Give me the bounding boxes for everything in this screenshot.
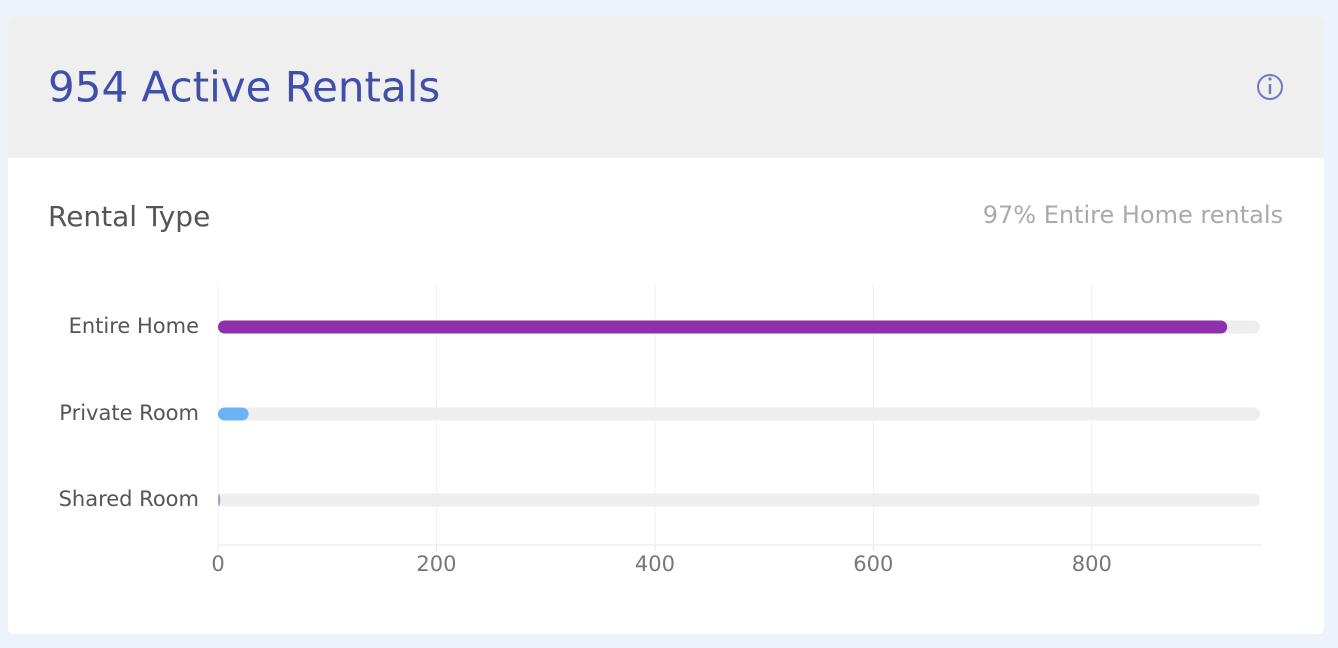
- x-tick-label: 400: [635, 552, 675, 576]
- bar: [218, 320, 1228, 334]
- x-tick-label: 0: [211, 552, 224, 576]
- bar: [218, 407, 249, 421]
- x-tick-label: 200: [416, 552, 456, 576]
- y-tick-label: Entire Home: [69, 314, 199, 338]
- bar: [218, 493, 221, 507]
- bar-track: [218, 493, 1260, 507]
- bar-track: [218, 407, 1260, 421]
- header-title: 954 Active Rentals: [48, 63, 440, 112]
- y-tick-label: Shared Room: [59, 487, 199, 511]
- y-tick-label: Private Room: [59, 401, 199, 425]
- x-tick-label: 600: [853, 552, 893, 576]
- chart-title: Rental Type: [48, 200, 210, 233]
- chart-subtitle: 97% Entire Home rentals: [983, 201, 1283, 229]
- x-tick-label: 800: [1072, 552, 1112, 576]
- info-icon[interactable]: [1257, 74, 1283, 100]
- card-header: [8, 16, 1324, 158]
